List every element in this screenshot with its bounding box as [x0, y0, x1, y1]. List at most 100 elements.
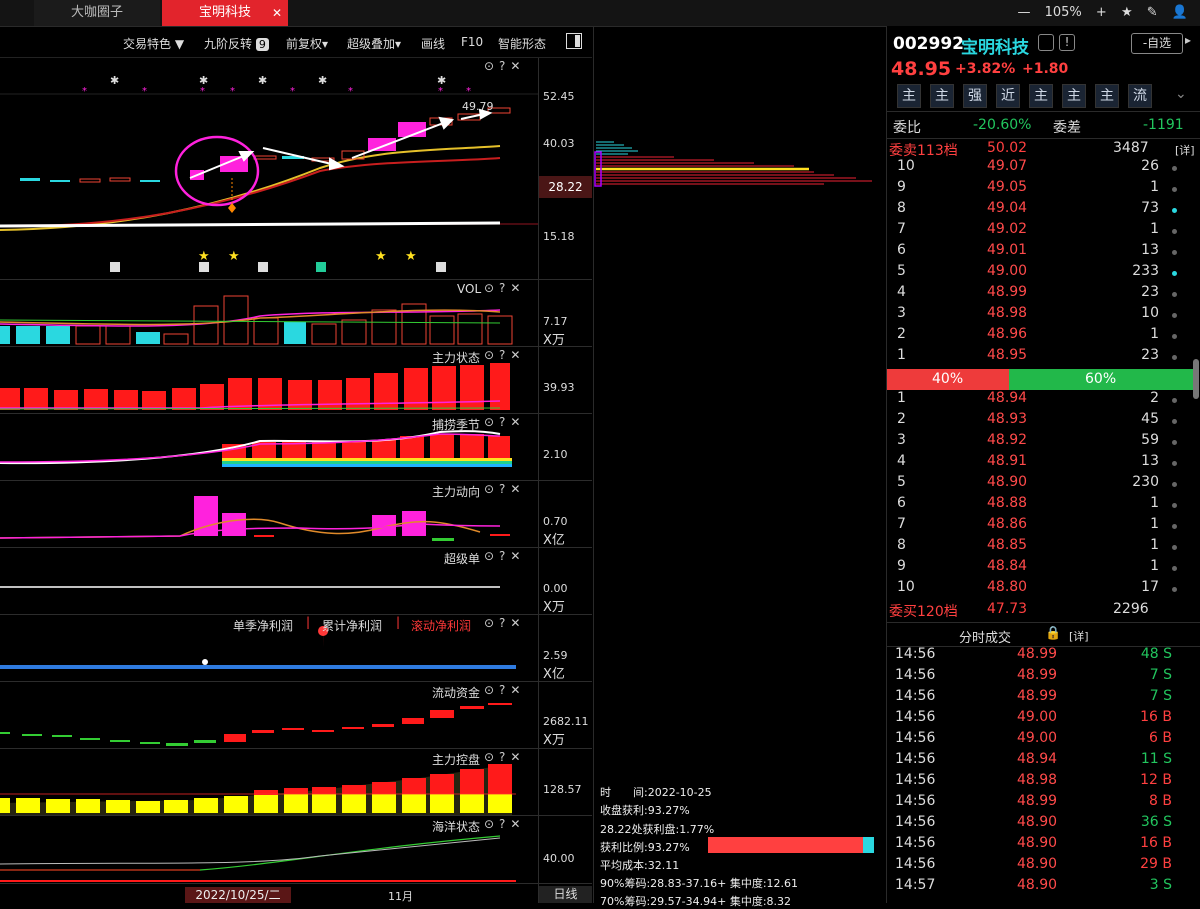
badge-button[interactable]: 主 — [1095, 84, 1119, 108]
profit-cum-label[interactable]: 累计净利润 — [322, 619, 383, 633]
sell-head-label: 委卖113档 — [889, 143, 958, 159]
trade-volume: 3 S — [1149, 877, 1172, 893]
order-row[interactable]: 8 49.04 73 — [887, 200, 1187, 221]
chevron-down-icon[interactable]: ⌄ — [1175, 86, 1187, 102]
order-row[interactable]: 10 48.80 17 — [887, 579, 1187, 600]
dot-icon — [1172, 208, 1177, 213]
vol-controls[interactable]: ⊙?✕ — [484, 281, 526, 295]
level-volume: 73 — [1141, 200, 1159, 216]
user-icon[interactable]: 👤 — [1171, 5, 1188, 20]
profit-controls[interactable]: ⊙?✕ — [484, 616, 526, 630]
order-row[interactable]: 3 48.98 10 — [887, 305, 1187, 326]
order-row[interactable]: 10 49.07 26 — [887, 158, 1187, 179]
chip-time: 时 间:2022-10-25 — [600, 786, 712, 799]
trade-price: 48.90 — [1017, 835, 1058, 851]
order-row[interactable]: 7 49.02 1 — [887, 221, 1187, 242]
badge-button[interactable]: 主 — [930, 84, 954, 108]
order-row[interactable]: 4 48.99 23 — [887, 284, 1187, 305]
add-watchlist-button[interactable]: -自选 — [1131, 33, 1183, 54]
trade-color-menu[interactable]: 交易特色 ▼ — [123, 37, 185, 51]
badge-button[interactable]: 主 — [1062, 84, 1086, 108]
level-number: 8 — [897, 537, 906, 553]
level-number: 2 — [897, 326, 906, 342]
order-row[interactable]: 2 48.96 1 — [887, 326, 1187, 347]
order-row[interactable]: 5 48.90 230 — [887, 474, 1187, 495]
order-row[interactable]: 4 48.91 13 — [887, 453, 1187, 474]
vol-title: VOL — [457, 282, 482, 296]
svg-text:*: * — [82, 86, 87, 97]
liquid-controls[interactable]: ⊙?✕ — [484, 683, 526, 697]
main-state-title: 主力状态 — [432, 351, 481, 365]
liquid-title: 流动资金 — [432, 686, 481, 700]
level-number: 2 — [897, 411, 906, 427]
order-row[interactable]: 2 48.93 45 — [887, 411, 1187, 432]
layout-toggle-icon[interactable] — [566, 33, 582, 49]
kline-panel-controls[interactable]: ⊙?✕ — [484, 59, 526, 73]
order-row[interactable]: 5 49.00 233 — [887, 263, 1187, 284]
trade-price: 49.00 — [1017, 730, 1058, 746]
trade-time: 14:56 — [895, 667, 936, 683]
f10-button[interactable]: F10 — [461, 35, 484, 49]
order-row[interactable]: 1 48.95 23 — [887, 347, 1187, 368]
catch-controls[interactable]: ⊙?✕ — [484, 415, 526, 429]
star-icon[interactable]: ★ — [1120, 5, 1133, 20]
super-controls[interactable]: ⊙?✕ — [484, 549, 526, 563]
trade-row: 14:56 48.99 8 B — [887, 793, 1187, 814]
order-row[interactable]: 3 48.92 59 — [887, 432, 1187, 453]
nine-turn-menu[interactable]: 九阶反转 9 — [204, 35, 269, 52]
tab-dakaquanzi[interactable]: 大咖圈子 — [34, 0, 160, 26]
lock-icon[interactable]: 🔒 — [1045, 626, 1062, 641]
sell-detail-link[interactable]: [详] — [1175, 144, 1195, 157]
trades-title: 分时成交 — [959, 631, 1012, 646]
zoom-level[interactable]: 105% — [1044, 5, 1082, 20]
level-volume: 1 — [1150, 326, 1159, 342]
level-volume: 1 — [1150, 221, 1159, 237]
trades-detail-link[interactable]: [详] — [1069, 630, 1089, 643]
period-button[interactable]: 日线 — [539, 886, 592, 903]
scrollbar-thumb[interactable] — [1193, 359, 1199, 399]
level-volume: 233 — [1132, 263, 1159, 279]
bell-icon[interactable] — [1038, 34, 1054, 51]
tab-label: 宝明科技 — [198, 5, 251, 20]
pen-icon[interactable]: ✎ — [1146, 5, 1158, 20]
plus-icon[interactable]: + — [1095, 5, 1107, 20]
badge-button[interactable]: 流 — [1128, 84, 1152, 108]
profit-single-label[interactable]: 单季净利润 — [233, 619, 294, 633]
order-row[interactable]: 9 48.84 1 — [887, 558, 1187, 579]
nine-badge: 9 — [255, 38, 269, 51]
order-row[interactable]: 9 49.05 1 — [887, 179, 1187, 200]
badge-button[interactable]: 近 — [996, 84, 1020, 108]
close-icon[interactable]: ✕ — [271, 6, 282, 20]
order-row[interactable]: 8 48.85 1 — [887, 537, 1187, 558]
liquid-unit: X万 — [543, 733, 565, 748]
draw-button[interactable]: 画线 — [421, 37, 446, 51]
ocean-controls[interactable]: ⊙?✕ — [484, 817, 526, 831]
order-row[interactable]: 6 48.88 1 — [887, 495, 1187, 516]
order-row[interactable]: 1 48.94 2 — [887, 390, 1187, 411]
order-row[interactable]: 7 48.86 1 — [887, 516, 1187, 537]
main-state-controls[interactable]: ⊙?✕ — [484, 348, 526, 362]
wb-value: -20.60% — [973, 117, 1032, 133]
level-price: 48.92 — [987, 432, 1028, 448]
fq-menu[interactable]: 前复权▾ — [286, 37, 329, 51]
svg-text:★: ★ — [228, 249, 240, 264]
dot-icon — [1172, 334, 1177, 339]
level-volume: 230 — [1132, 474, 1159, 490]
level-volume: 1 — [1150, 179, 1159, 195]
chart-area[interactable]: * * * * * * * * ✱ ✱ ✱ ✱ ✱ ★ ★ ★ ★ — [0, 58, 592, 903]
badge-button[interactable]: 主 — [1029, 84, 1053, 108]
order-row[interactable]: 6 49.01 13 — [887, 242, 1187, 263]
profit-roll-label[interactable]: 滚动净利润 — [411, 619, 472, 633]
main-dir-controls[interactable]: ⊙?✕ — [484, 482, 526, 496]
badge-button[interactable]: 主 — [897, 84, 921, 108]
svg-text:*: * — [142, 86, 147, 97]
tab-baoming[interactable]: 宝明科技 ✕ — [162, 0, 288, 26]
smart-pattern-button[interactable]: 智能形态 — [498, 37, 547, 51]
alert-icon[interactable]: ! — [1059, 34, 1075, 51]
expand-icon[interactable]: ▸ — [1185, 33, 1192, 47]
badge-button[interactable]: 强 — [963, 84, 987, 108]
control-controls[interactable]: ⊙?✕ — [484, 750, 526, 764]
trade-time: 14:56 — [895, 730, 936, 746]
overlay-menu[interactable]: 超级叠加▾ — [347, 37, 402, 51]
minus-icon[interactable]: — — [1017, 5, 1031, 20]
